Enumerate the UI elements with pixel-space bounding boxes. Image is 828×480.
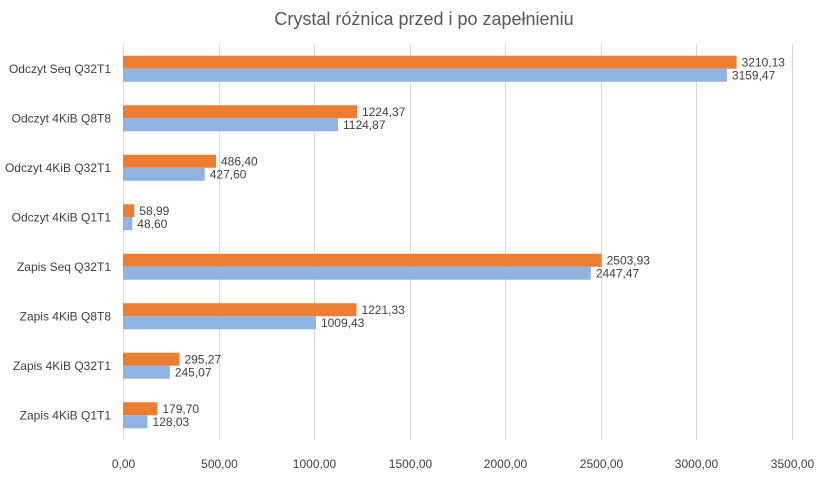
bar-series1-0 [123,68,727,82]
x-tick-label-1: 500,00 [201,457,238,471]
bar-series0-1 [123,105,358,119]
bar-series1-3 [123,217,133,231]
data-label-series0-2: 486,40 [221,154,258,168]
x-tick-label-6: 3000,00 [675,457,719,471]
y-axis-category-labels: Odczyt Seq Q32T1 Odczyt 4KiB Q8T8 Odczyt 4… [5,62,111,423]
data-label-series1-4: 2447,47 [596,266,640,280]
bar-series1-4 [123,266,591,280]
data-label-series0-0: 3210,13 [742,55,786,69]
x-tick-label-7: 3500,00 [771,457,815,471]
bar-series0-5 [123,303,357,317]
data-label-series1-1: 1124,87 [343,118,386,132]
data-label-series0-3: 58,99 [139,204,169,218]
x-tick-label-3: 1500,00 [389,457,433,471]
data-label-series1-5: 1009,43 [321,316,365,330]
data-label-series1-2: 427,60 [210,167,247,181]
category-label-4: Zapis Seq Q32T1 [17,260,111,274]
grid-lines [123,44,793,440]
x-tick-label-2: 1000,00 [293,457,337,471]
bar-series1-6 [123,365,170,379]
data-label-series0-5: 1221,33 [361,303,405,317]
bar-series0-6 [123,352,180,366]
data-label-series1-0: 3159,47 [732,68,776,82]
category-label-5: Zapis 4KiB Q8T8 [20,309,112,323]
bar-series1-7 [123,415,148,429]
bar-series0-2 [123,154,216,168]
category-label-7: Zapis 4KiB Q1T1 [20,408,112,422]
bar-series0-0 [123,55,737,69]
category-label-2: Odczyt 4KiB Q32T1 [5,161,111,175]
category-label-0: Odczyt Seq Q32T1 [9,62,111,76]
x-tick-label-5: 2500,00 [580,457,624,471]
x-tick-label-0: 0,00 [112,457,136,471]
category-label-6: Zapis 4KiB Q32T1 [13,359,111,373]
bar-series1-5 [123,316,316,330]
x-axis-tick-labels: 0,00 500,00 1000,00 1500,00 2000,00 2500,00 30… [112,457,815,471]
bar-series0-4 [123,253,602,267]
data-label-series0-1: 1224,37 [362,105,406,119]
data-label-series1-7: 128,03 [152,415,189,429]
bar-series0-7 [123,402,158,416]
x-tick-label-4: 2000,00 [484,457,528,471]
data-label-series0-7: 179,70 [162,402,199,416]
bars [123,55,737,429]
bar-series0-3 [123,204,135,218]
bar-series1-1 [123,118,339,132]
data-label-series0-6: 295,27 [184,352,221,366]
data-label-series1-6: 245,07 [175,365,212,379]
data-label-series1-3: 48,60 [137,217,167,231]
category-label-1: Odczyt 4KiB Q8T8 [12,111,112,125]
bar-series1-2 [123,167,205,181]
chart-title: Crystal różnica przed i po zapełnieniu [274,9,573,29]
category-label-3: Odczyt 4KiB Q1T1 [12,210,112,224]
data-label-series0-4: 2503,93 [607,253,651,267]
